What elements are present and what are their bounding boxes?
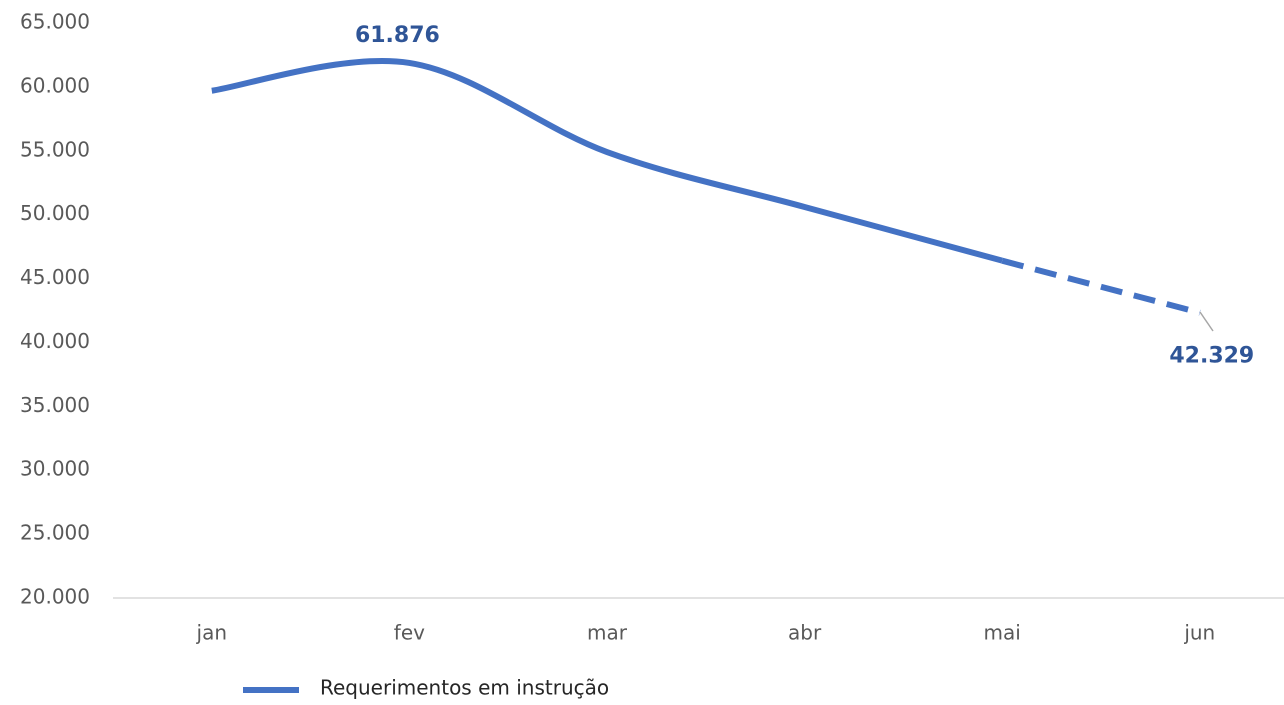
x-tick-label: fev <box>394 621 425 645</box>
x-tick-label: mar <box>587 621 628 645</box>
y-tick-label: 35.000 <box>20 393 90 417</box>
line-dashed <box>1001 257 1201 316</box>
x-tick-label: abr <box>788 621 822 645</box>
legend-label: Requerimentos em instrução <box>320 676 609 700</box>
x-tick-label: mai <box>984 621 1021 645</box>
y-tick-label: 55.000 <box>20 137 90 161</box>
data-label: 61.876 <box>355 23 440 48</box>
y-tick-label: 40.000 <box>20 329 90 353</box>
data-label: 42.329 <box>1169 344 1254 369</box>
x-tick-label: jan <box>196 621 228 645</box>
y-tick-label: 25.000 <box>20 521 90 545</box>
y-tick-label: 45.000 <box>20 265 90 289</box>
x-tick-label: jun <box>1183 621 1215 645</box>
line <box>211 57 1003 264</box>
y-tick-label: 60.000 <box>20 73 90 97</box>
leader-line <box>1199 311 1214 332</box>
y-tick-label: 50.000 <box>20 201 90 225</box>
y-tick-label: 30.000 <box>20 457 90 481</box>
y-tick-label: 20.000 <box>20 585 90 609</box>
y-tick-label: 65.000 <box>20 10 90 34</box>
